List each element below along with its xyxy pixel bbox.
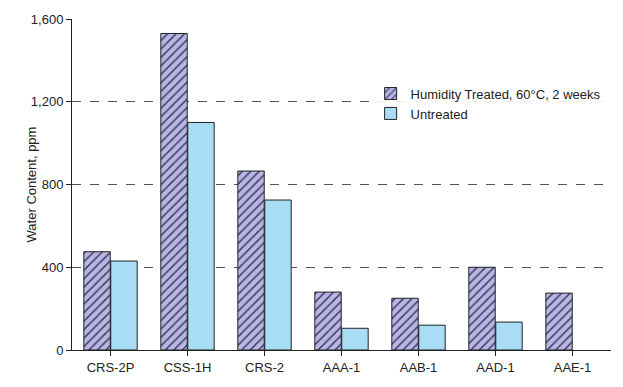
svg-text:Water Content, ppm: Water Content, ppm (24, 127, 39, 243)
svg-text:Untreated: Untreated (411, 107, 468, 122)
svg-text:0: 0 (56, 343, 63, 358)
svg-text:CRS-2P: CRS-2P (87, 360, 135, 375)
svg-text:AAD-1: AAD-1 (476, 360, 514, 375)
svg-text:1,600: 1,600 (31, 12, 64, 27)
svg-text:AAA-1: AAA-1 (323, 360, 361, 375)
svg-text:1,200: 1,200 (31, 94, 64, 109)
svg-text:AAB-1: AAB-1 (400, 360, 438, 375)
svg-text:400: 400 (42, 260, 64, 275)
svg-text:800: 800 (42, 177, 64, 192)
svg-text:Humidity Treated, 60°C, 2 week: Humidity Treated, 60°C, 2 weeks (411, 87, 601, 102)
svg-text:CSS-1H: CSS-1H (164, 360, 212, 375)
svg-text:CRS-2: CRS-2 (245, 360, 284, 375)
svg-text:AAE-1: AAE-1 (554, 360, 592, 375)
